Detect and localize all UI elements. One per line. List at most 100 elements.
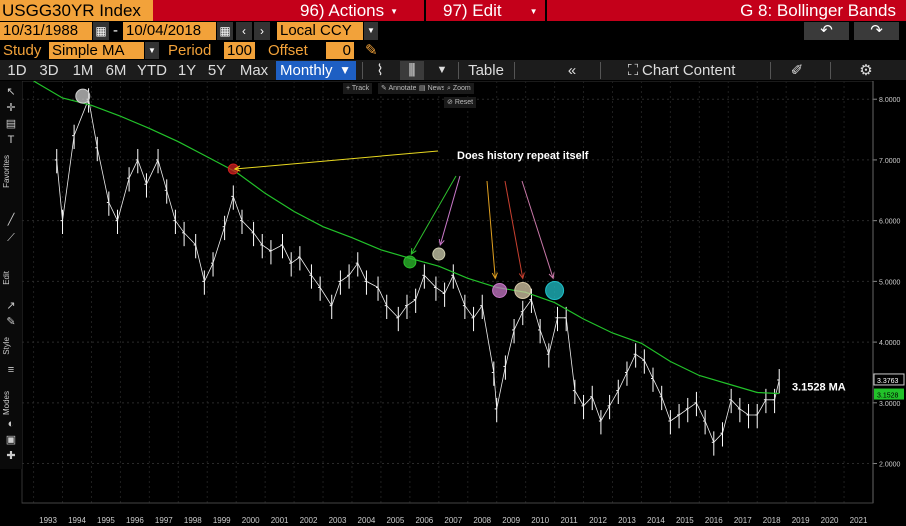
track-label: Track (351, 85, 370, 92)
chart-content-icon[interactable]: ⛶ (627, 62, 639, 79)
currency-select[interactable]: Local CCY (277, 22, 363, 40)
chevron-down-icon: ▼ (529, 7, 538, 17)
x-tick-label: 1997 (155, 516, 173, 525)
edit-label: 97) Edit (443, 1, 502, 20)
period-field[interactable]: 100 (224, 42, 255, 59)
chevron-down-icon[interactable]: ▼ (364, 22, 378, 40)
x-tick-label: 2000 (242, 516, 260, 525)
ma-value-box (874, 388, 904, 400)
favorites-label: Favorites (2, 155, 11, 188)
layers-icon[interactable]: ≡ (7, 364, 15, 376)
circle-tool-icon[interactable]: ◐ (7, 418, 15, 430)
study-label: Study (3, 42, 42, 59)
highlight-circle (492, 282, 508, 298)
chevron-down-icon: ▼ (390, 7, 399, 17)
line-chart-icon[interactable]: ⌇ (376, 62, 384, 79)
x-tick-label: 2012 (589, 516, 607, 525)
x-tick-label: 2010 (531, 516, 549, 525)
actions-menu[interactable]: 96) Actions ▼ (300, 0, 398, 21)
gear-icon[interactable]: ⚙ (859, 62, 873, 79)
start-date-field[interactable]: 10/31/1988 (0, 22, 92, 40)
redo-button[interactable]: ↷ (854, 22, 899, 40)
reset-button[interactable]: ⊘ Reset (444, 97, 477, 108)
period-label: Period (168, 42, 212, 59)
text-icon[interactable]: T (7, 134, 15, 146)
divider (514, 62, 515, 79)
chevron-down-icon[interactable]: ▼ (436, 64, 448, 76)
date-bar: 10/31/1988 ▦ - 10/04/2018 ▦ ‹ › Local CC… (0, 21, 906, 41)
offset-field[interactable]: 0 (326, 42, 354, 59)
range-max[interactable]: Max (239, 62, 269, 79)
edit-label: Edit (2, 271, 11, 285)
grid-icon[interactable]: ▤ (5, 118, 17, 130)
left-toolbar: ↖ ✛ ▤ T Favorites ╱ ⟋ Edit ↗ ✎ Style ≡ M… (0, 81, 22, 469)
axes: 1993 1994 1995 1996 1997 1998 1999 2000 2001 2002… (22, 81, 905, 525)
chart-toolbar: 1D 3D 1M 6M YTD 1Y 5Y Max Monthly ▼ ⌇ ⫼ ▼… (0, 60, 906, 81)
news-button[interactable]: ▤ News (416, 83, 449, 94)
x-tick-label: 2011 (560, 516, 578, 525)
x-tick-label: 2005 (386, 516, 404, 525)
calendar-icon[interactable]: ▦ (217, 22, 233, 40)
edit-menu[interactable]: 97) Edit ▼ (443, 0, 538, 21)
edit-icon[interactable]: ✐ (790, 62, 804, 79)
last-price-label: 3.3763 (877, 378, 899, 385)
bar-chart-icon[interactable]: ⫼ (400, 61, 424, 80)
x-tick-label: 1998 (184, 516, 202, 525)
range-1y[interactable]: 1Y (177, 62, 197, 79)
y-tick-label: 4.0000 (879, 340, 901, 347)
range-ytd[interactable]: YTD (137, 62, 167, 79)
range-1m[interactable]: 1M (72, 62, 94, 79)
title-bar: USGG30YR Index 96) Actions ▼ 97) Edit ▼ G … (0, 0, 906, 21)
crosshair-icon[interactable]: ✛ (6, 102, 16, 114)
collapse-icon[interactable]: « (567, 62, 577, 79)
highlight-circle (545, 280, 565, 300)
arrow-line (486, 180, 496, 279)
end-date-field[interactable]: 10/04/2018 (123, 22, 216, 40)
arrow-head (233, 165, 241, 172)
arrow-tool-icon[interactable]: ↗ (6, 300, 16, 312)
arrow-head (491, 272, 498, 280)
price-chart[interactable]: Does history repeat itself 1993 1994 1995 1… (0, 81, 906, 526)
highlight-circle (75, 88, 91, 104)
chevron-down-icon[interactable]: ▼ (145, 42, 159, 59)
x-tick-label: 2020 (821, 516, 839, 525)
study-select[interactable]: Simple MA (49, 42, 144, 59)
frequency-select[interactable]: Monthly ▼ (276, 61, 356, 80)
x-tick-label: 1993 (39, 516, 57, 525)
arrow-head (438, 238, 445, 247)
range-1d[interactable]: 1D (7, 62, 27, 79)
chart-content-button[interactable]: Chart Content (642, 62, 736, 79)
calendar-icon[interactable]: ▦ (93, 22, 109, 40)
line-tool-icon[interactable]: ╱ (7, 214, 15, 226)
zoom-button[interactable]: ⌕ Zoom (444, 83, 474, 94)
pointer-icon[interactable]: ↖ (6, 86, 16, 98)
pen-tool-icon[interactable]: ✎ (6, 316, 16, 328)
range-3d[interactable]: 3D (39, 62, 59, 79)
frequency-label: Monthly (280, 62, 333, 79)
zoom-label: Zoom (452, 85, 471, 92)
settings-icon[interactable]: ✚ (6, 450, 16, 462)
rect-tool-icon[interactable]: ▣ (5, 434, 17, 446)
range-6m[interactable]: 6M (105, 62, 127, 79)
ticker-field[interactable]: USGG30YR Index (0, 0, 153, 21)
annotate-label: Annotate (388, 85, 417, 92)
prev-arrow-icon[interactable]: ‹ (236, 22, 252, 40)
x-tick-label: 2009 (502, 516, 520, 525)
range-5y[interactable]: 5Y (207, 62, 227, 79)
annotate-button[interactable]: ✎ Annotate (378, 83, 420, 94)
chart-grid (21, 81, 874, 504)
undo-button[interactable]: ↶ (804, 22, 849, 40)
pencil-icon[interactable]: ✎ (365, 42, 378, 59)
next-arrow-icon[interactable]: › (254, 22, 270, 40)
actions-label: 96) Actions (300, 1, 385, 20)
x-tick-label: 1994 (68, 516, 86, 525)
table-button[interactable]: Table (468, 62, 504, 79)
x-tick-label: 1999 (213, 516, 231, 525)
arrow-line (439, 175, 461, 246)
track-button[interactable]: + Track (343, 83, 373, 94)
x-tick-label: 2014 (647, 516, 665, 525)
highlight-circle (432, 247, 446, 261)
x-tick-label: 2015 (676, 516, 694, 525)
ray-tool-icon[interactable]: ⟋ (7, 232, 15, 244)
x-tick-label: 2018 (763, 516, 781, 525)
